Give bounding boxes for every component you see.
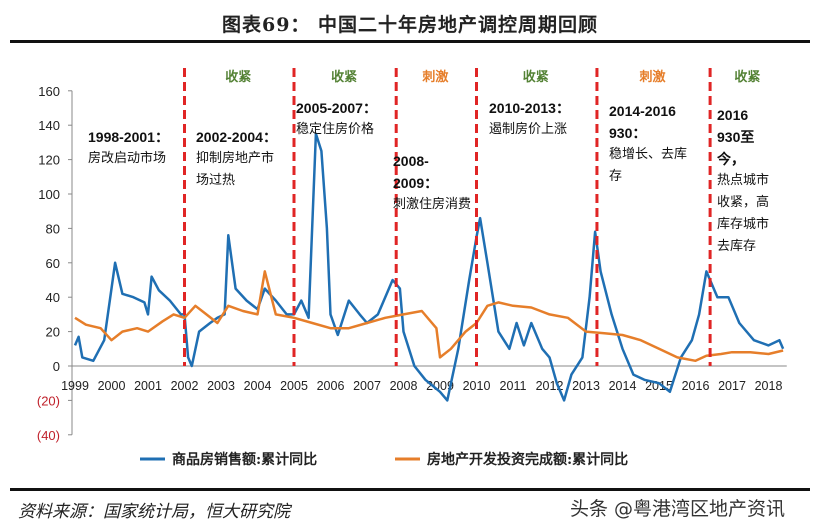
x-tick-label: 2013: [572, 379, 600, 393]
x-tick-label: 2001: [134, 379, 162, 393]
x-tick-label: 2002: [171, 379, 199, 393]
source-note: 资料来源：国家统计局，恒大研究院: [18, 502, 290, 522]
top-rule: [10, 40, 810, 43]
legend-label: 商品房销售额:累计同比: [172, 451, 317, 468]
annotation-period: 2014-2016 930：: [609, 103, 676, 141]
x-tick-label: 2000: [98, 379, 126, 393]
annotation-period: 2008-2009：: [393, 153, 439, 191]
y-tick-label: 100: [38, 187, 60, 202]
annotation-period: 2016 930至今，: [717, 107, 755, 167]
period-annotation: 1998-2001： 房改启动市场: [88, 126, 180, 170]
phase-label: 收紧: [522, 70, 549, 85]
x-tick-label: 2010: [463, 379, 491, 393]
annotation-text: 稳增长、去库存: [609, 147, 688, 184]
annotation-period: 2010-2013：: [489, 100, 570, 116]
phase-label: 刺激: [422, 70, 449, 85]
x-tick-label: 2008: [390, 379, 418, 393]
annotation-period: 2005-2007：: [296, 100, 377, 116]
x-tick-label: 2016: [682, 379, 710, 393]
bottom-rule: [10, 488, 810, 491]
watermark: 头条 @粤港湾区地产资讯: [570, 498, 786, 520]
y-tick-label: 120: [38, 153, 60, 168]
period-annotation: 2014-2016 930： 稳增长、去库存: [609, 100, 699, 188]
x-tick-label: 2018: [755, 379, 783, 393]
figure-title: 图表69： 中国二十年房地产调控周期回顾: [221, 14, 599, 36]
x-tick-label: 1999: [61, 379, 89, 393]
x-tick-label: 2017: [718, 379, 746, 393]
legend-label: 房地产开发投资完成额:累计同比: [427, 451, 628, 468]
annotation-text: 稳定住房价格: [296, 122, 375, 137]
annotation-text: 刺激住房消费: [393, 197, 472, 212]
x-tick-label: 2006: [317, 379, 345, 393]
annotation-text: 遏制房价上涨: [489, 122, 568, 137]
y-tick-label: 160: [38, 84, 60, 99]
annotation-text: 热点城市收紧，高库存城市去库存: [717, 173, 770, 254]
period-annotation: 2008-2009： 刺激住房消费: [393, 150, 473, 216]
y-tick-label: (40): [37, 428, 60, 443]
phase-label: 收紧: [225, 70, 252, 85]
x-tick-label: 2005: [280, 379, 308, 393]
annotation-text: 抑制房地产市场过热: [196, 151, 275, 188]
y-tick-label: 0: [53, 359, 60, 374]
period-annotation: 2010-2013： 遏制房价上涨: [489, 97, 573, 141]
line-chart: 160 140 120 100 80 60 40 20 0 (20) (40) 1999 2000 200…: [37, 68, 787, 468]
annotation-period: 1998-2001：: [88, 129, 169, 145]
period-annotation: 2005-2007： 稳定住房价格: [296, 97, 382, 141]
x-tick-label: 2007: [353, 379, 381, 393]
y-tick-label: 20: [46, 325, 60, 340]
y-tick-label: 140: [38, 118, 60, 133]
phase-label: 收紧: [734, 70, 761, 85]
annotation-text: 房改启动市场: [88, 151, 167, 166]
phase-label: 收紧: [331, 70, 358, 85]
y-tick-label: 40: [46, 290, 60, 305]
x-tick-label: 2003: [207, 379, 235, 393]
phase-label: 刺激: [639, 70, 666, 85]
y-tick-label: 80: [46, 221, 60, 236]
investment-series-line: [74, 270, 784, 363]
x-tick-label: 2014: [609, 379, 637, 393]
x-tick-label: 2009: [426, 379, 454, 393]
annotation-period: 2002-2004：: [196, 129, 277, 145]
y-tick-label: 60: [46, 256, 60, 271]
x-tick-label: 2011: [500, 379, 527, 393]
period-annotation: 2016 930至今， 热点城市收紧，高库存城市去库存: [717, 104, 775, 258]
y-tick-label: (20): [37, 393, 60, 408]
x-tick-label: 2004: [244, 379, 272, 393]
period-annotation: 2002-2004： 抑制房地产市场过热: [196, 126, 286, 192]
